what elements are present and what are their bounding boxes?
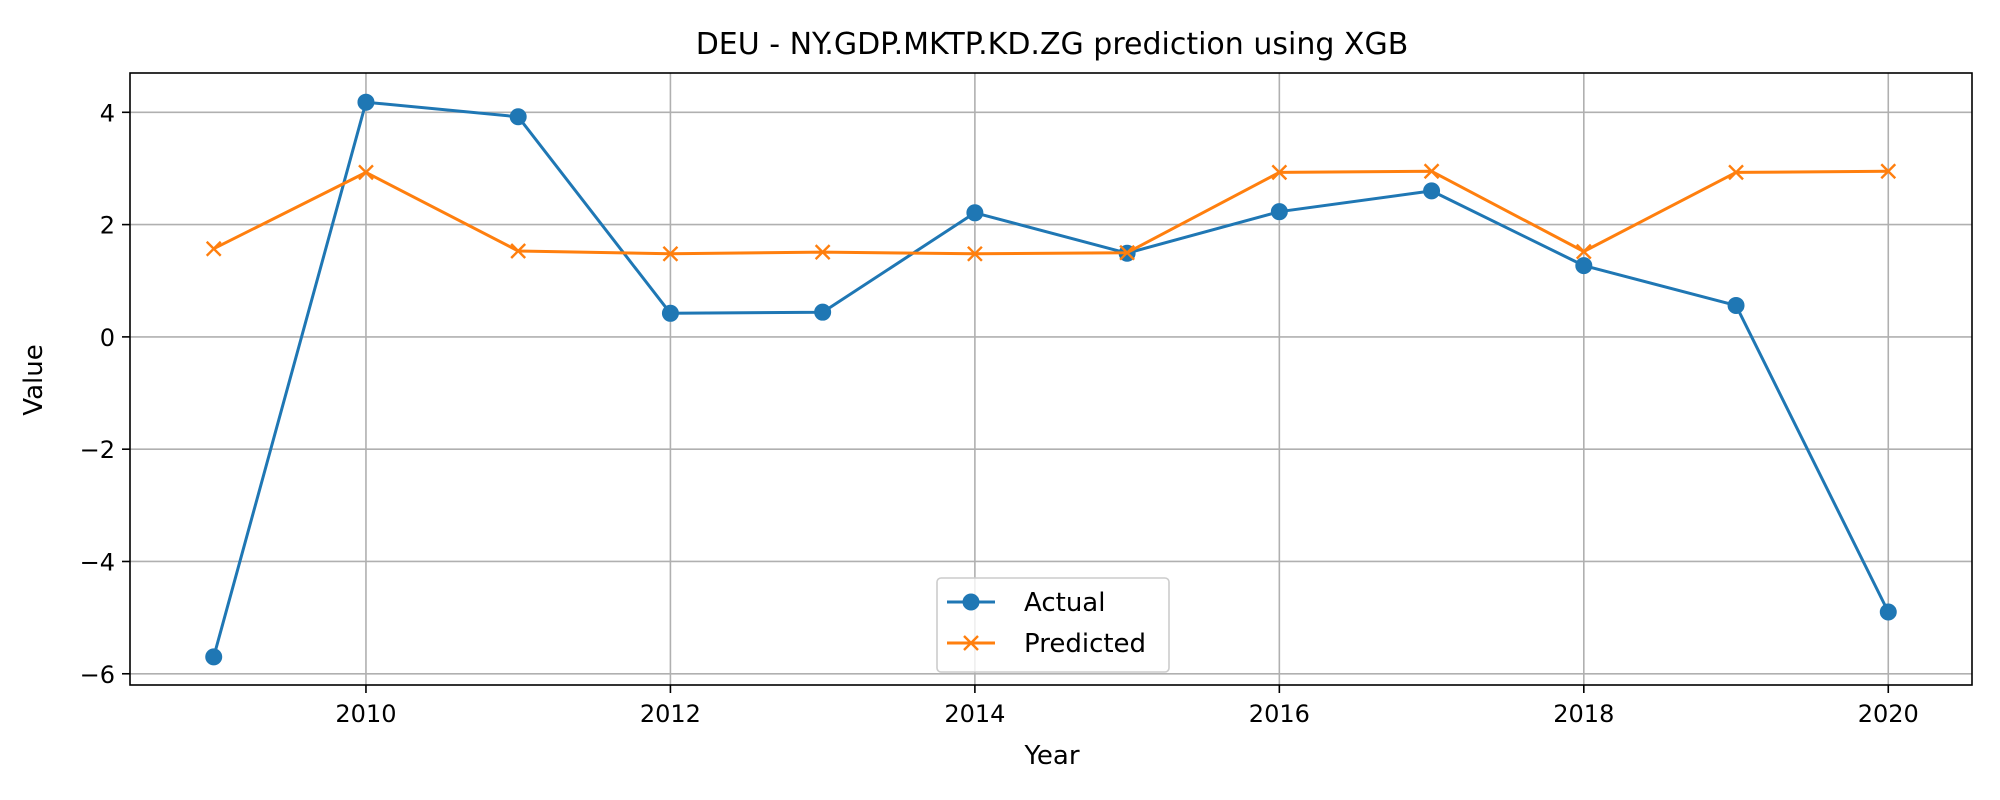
- actual-point: [1575, 257, 1593, 275]
- x-marker-stroke: [1728, 164, 1744, 181]
- x-marker-stroke: [814, 244, 831, 260]
- y-tick-label: 4: [100, 99, 115, 127]
- x-tick-label: 2014: [944, 700, 1005, 728]
- legend-label: Predicted: [1024, 629, 1146, 659]
- x-tick-label: 2018: [1553, 700, 1614, 728]
- x-marker-stroke: [967, 245, 983, 262]
- chart-title: DEU - NY.GDP.MKTP.KD.ZG prediction using…: [696, 27, 1409, 62]
- legend-entry-actual: Actual: [947, 588, 1105, 618]
- x-marker-stroke: [662, 245, 679, 262]
- series-actual: [205, 93, 1897, 666]
- predicted-point: [1728, 164, 1744, 181]
- legend-swatch-marker: [963, 635, 979, 651]
- series-predicted: [205, 163, 1897, 262]
- x-tick-label: 2016: [1249, 700, 1310, 728]
- plot-frame: [129, 72, 1973, 686]
- series-layer: [205, 93, 1897, 666]
- x-tick-label: 2010: [335, 700, 396, 728]
- x-marker-stroke: [1271, 164, 1288, 181]
- actual-point: [1270, 203, 1288, 221]
- x-axis-label: Year: [1023, 741, 1079, 771]
- x-marker-stroke: [510, 243, 527, 259]
- actual-point: [1727, 296, 1745, 314]
- actual-point: [1879, 603, 1897, 621]
- predicted-point: [814, 244, 831, 260]
- actual-point: [509, 108, 527, 126]
- y-tick-label: −4: [80, 548, 115, 576]
- predicted-point: [205, 240, 222, 257]
- y-axis-label: Value: [19, 344, 49, 415]
- x-tick-label: 2012: [640, 700, 701, 728]
- y-tick-label: −6: [80, 661, 115, 689]
- x-marker-stroke: [963, 635, 979, 651]
- legend: Actual Predicted: [936, 577, 1170, 673]
- predicted-point: [358, 164, 374, 181]
- predicted-point: [662, 245, 679, 262]
- y-tick-label: −2: [80, 436, 115, 464]
- actual-point: [966, 204, 984, 222]
- actual-point: [357, 93, 375, 111]
- predicted-point: [967, 245, 983, 262]
- x-tick-label: 2020: [1858, 700, 1919, 728]
- x-marker-stroke: [1119, 244, 1135, 261]
- legend-label: Actual: [1024, 588, 1105, 618]
- predicted-point: [1119, 244, 1135, 261]
- x-marker-stroke: [205, 240, 222, 257]
- actual-point: [661, 304, 679, 322]
- predicted-point: [510, 243, 527, 259]
- y-tick-label: 0: [100, 324, 115, 352]
- predicted-point: [1575, 243, 1592, 260]
- predicted-point: [1880, 163, 1897, 180]
- actual-point: [205, 648, 223, 666]
- actual-line: [212, 100, 1890, 658]
- y-tick-label: 2: [100, 212, 115, 240]
- actual-point: [1423, 182, 1441, 200]
- predicted-point: [1271, 164, 1288, 181]
- predicted-point: [1423, 163, 1440, 180]
- grid-lines: [130, 73, 1972, 685]
- legend-swatch-marker: [962, 593, 980, 611]
- axis-ticks: 2010 2012 2014 2016 2018 2020 −6 −4 −2 0 2 4: [80, 99, 1919, 728]
- x-marker-stroke: [1423, 163, 1440, 180]
- legend-entry-predicted: Predicted: [947, 629, 1146, 659]
- x-marker-stroke: [1575, 243, 1592, 260]
- actual-point: [814, 303, 832, 321]
- x-marker-stroke: [358, 164, 374, 181]
- x-marker-stroke: [1880, 163, 1897, 180]
- predicted-line: [213, 169, 1889, 256]
